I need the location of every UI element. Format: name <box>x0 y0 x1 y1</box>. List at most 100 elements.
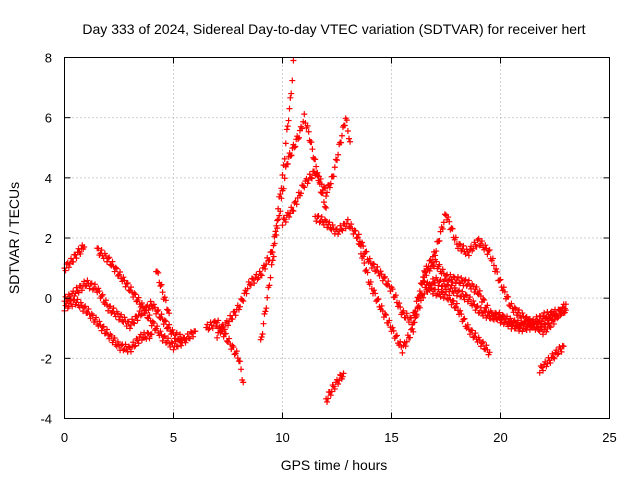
data-point <box>466 331 473 338</box>
data-point <box>514 317 521 324</box>
data-point <box>547 312 554 319</box>
data-point <box>289 207 296 214</box>
data-point <box>123 323 130 330</box>
data-point <box>133 298 140 305</box>
data-point <box>529 319 536 326</box>
y-tick-label: -2 <box>40 351 52 366</box>
data-point <box>372 290 379 297</box>
data-point <box>263 305 270 312</box>
data-point <box>459 288 466 295</box>
data-point <box>484 302 491 309</box>
data-point <box>361 260 368 267</box>
data-point <box>524 320 531 327</box>
data-point <box>125 318 132 325</box>
data-point <box>111 335 118 342</box>
data-point <box>282 219 289 226</box>
data-point <box>385 278 392 285</box>
data-point <box>474 237 481 244</box>
data-point <box>288 152 295 159</box>
data-point <box>108 332 115 339</box>
data-point <box>263 261 270 268</box>
data-point <box>148 331 155 338</box>
data-point <box>458 275 465 282</box>
data-point <box>439 225 446 232</box>
data-point <box>381 311 388 318</box>
data-point <box>389 324 396 331</box>
data-point <box>163 325 170 332</box>
data-point <box>308 139 315 146</box>
data-point <box>264 294 271 301</box>
data-point <box>214 334 221 341</box>
data-point <box>536 369 543 376</box>
data-point <box>73 255 80 262</box>
data-point <box>526 315 533 322</box>
x-tick-labels: 0 5 10 15 20 25 <box>61 430 617 445</box>
data-point <box>270 253 277 260</box>
data-point <box>130 319 137 326</box>
data-point <box>403 338 410 345</box>
data-point <box>232 312 239 319</box>
data-point <box>304 122 311 129</box>
data-point <box>519 310 526 317</box>
data-point <box>289 77 296 84</box>
data-point <box>307 174 314 181</box>
data-point <box>540 367 547 374</box>
data-point <box>281 175 288 182</box>
data-point <box>476 337 483 344</box>
y-tick-label: 2 <box>45 231 52 246</box>
data-point <box>174 343 181 350</box>
data-point <box>143 307 150 314</box>
data-point <box>158 311 165 318</box>
data-point <box>288 204 295 211</box>
data-point <box>477 292 484 299</box>
data-point <box>344 216 351 223</box>
data-point <box>116 271 122 278</box>
data-point <box>545 320 552 327</box>
data-point <box>489 255 496 262</box>
data-point <box>383 312 390 319</box>
data-point <box>326 219 333 226</box>
data-point <box>393 332 400 339</box>
data-point <box>125 287 132 294</box>
series-track <box>153 268 173 317</box>
data-point <box>104 326 111 333</box>
data-point <box>296 134 303 141</box>
data-point <box>540 331 547 338</box>
data-point <box>173 329 180 336</box>
data-point <box>247 282 254 289</box>
data-point <box>274 217 281 224</box>
data-point <box>290 207 297 214</box>
data-point <box>159 289 166 296</box>
data-point <box>335 151 342 158</box>
data-point <box>552 313 558 320</box>
data-point <box>477 240 484 247</box>
data-point <box>287 210 294 217</box>
data-point <box>485 247 492 254</box>
data-point <box>287 94 294 101</box>
data-point <box>291 144 298 151</box>
data-point <box>132 291 139 298</box>
data-point <box>522 314 529 321</box>
data-point <box>472 330 479 337</box>
y-tick-labels: -4 -2 0 2 4 6 8 <box>40 51 52 427</box>
data-point <box>460 242 467 249</box>
data-point <box>364 269 371 276</box>
data-point <box>483 342 490 349</box>
data-point <box>134 317 141 324</box>
data-point <box>166 321 173 328</box>
data-point <box>168 339 175 346</box>
data-point <box>268 261 275 268</box>
data-point <box>166 310 173 317</box>
data-point <box>159 337 166 344</box>
data-point <box>427 265 434 272</box>
data-point <box>92 281 99 288</box>
data-point <box>484 251 491 258</box>
data-point <box>99 291 106 298</box>
data-point <box>157 283 164 289</box>
data-point <box>516 306 523 313</box>
data-point <box>444 295 451 302</box>
series-track <box>214 111 330 341</box>
series-track <box>323 370 347 405</box>
data-point <box>450 297 457 304</box>
data-point <box>220 333 227 340</box>
